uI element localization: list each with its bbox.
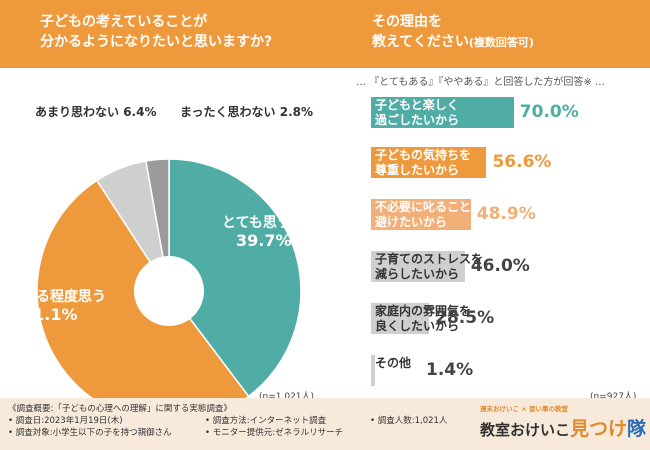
bar-value-0: 70.0% (519, 102, 579, 122)
bar-label-1: 子どもの気持ちを 尊重したいから (375, 148, 472, 177)
bar-value-3: 46.0% (470, 256, 530, 276)
bar-sample-size: (n=927人) (590, 392, 637, 402)
pie-label-arutei: ある程度思う 51.1% (22, 288, 106, 324)
survey-method: • 調査方法:インターネット調査 (205, 416, 327, 426)
header-band (0, 0, 650, 68)
pie-label-amari-value: 6.4% (123, 105, 157, 119)
pie-label-totemo-value: 39.7% (236, 231, 292, 250)
bar-label-3: 子育てのストレスを 減らしたいから (375, 252, 484, 281)
bar-value-4: 28.5% (435, 308, 495, 328)
pie-label-mattaku-value: 2.8% (279, 105, 313, 119)
footer: 《調査概要:「子どもの心理への理解」に関する実態調査》 • 調査日:2023年1… (0, 398, 650, 450)
pie-sample-size: (n=1,021人) (259, 392, 315, 402)
bar-label-5: その他 (375, 356, 412, 370)
pie-label-amari: あまり思わない 6.4% (35, 103, 156, 121)
survey-date: • 調査日:2023年1月19日(木) (8, 416, 123, 426)
pie-label-mattaku-name: まったく思わない (180, 105, 276, 119)
logo-tai: 隊 (627, 418, 647, 440)
pie-label-arutei-name: ある程度思う (22, 289, 106, 305)
bar-value-2: 48.9% (476, 204, 536, 224)
bar-5 (371, 355, 375, 386)
survey-target: • 調査対象:小学生以下の子を持つ親御さん (8, 428, 172, 438)
survey-monitor: • モニター提供元:ゼネラルリサーチ (205, 428, 344, 438)
bar-label-4: 家庭内の雰囲気を 良くしたいから (375, 304, 472, 333)
bar-3 (371, 251, 465, 282)
bar-value-1: 56.6% (492, 152, 552, 172)
pie-label-totemo-name: とても思う (222, 215, 291, 231)
logo-tagline: 週末おけいこ × 習い事の教室 (480, 405, 568, 413)
logo: 教室おけいこ見つけ隊 (480, 414, 646, 441)
speech-pointer-left (160, 58, 176, 68)
pie-label-mattaku: まったく思わない 2.8% (180, 103, 313, 121)
pie-chart (34, 156, 304, 430)
bar-0 (371, 97, 514, 128)
bar-4 (371, 303, 430, 334)
bar-question-title: その理由を 教えてください(複数回答可) (372, 12, 642, 53)
logo-mi: 見つけ (570, 418, 628, 440)
bar-2 (371, 199, 471, 230)
pie-center-hole (134, 256, 204, 326)
pie-slice-totemo (168, 158, 302, 398)
bar-label-0: 子どもと楽しく 過ごしたいから (375, 98, 460, 127)
reason-multi: (複数回答可) (468, 36, 534, 49)
speech-pointer-right (500, 58, 516, 68)
pie-label-amari-name: あまり思わない (35, 105, 120, 119)
pie-label-totemo: とても思う 39.7% (222, 214, 292, 250)
pie-label-arutei-value: 51.1% (22, 305, 78, 324)
survey-count: • 調査人数:1,021人 (370, 416, 448, 426)
logo-main: 教室おけいこ (480, 421, 571, 439)
reason-title: その理由を (372, 14, 442, 30)
respondent-note: … 『とてもある』『ややある』と回答した方が回答※ … (356, 77, 605, 88)
pie-svg (36, 158, 302, 424)
pie-question-title: 子どもの考えていることが 分かるようになりたいと思いますか? (40, 14, 273, 50)
survey-overview: 《調査概要:「子どもの心理への理解」に関する実態調査》 (8, 404, 232, 414)
bar-value-5: 1.4% (426, 360, 474, 380)
bar-1 (371, 147, 487, 178)
reason-subtitle: 教えてください (372, 34, 469, 50)
bar-label-2: 不必要に叱ることを 避けたいから (375, 200, 484, 229)
